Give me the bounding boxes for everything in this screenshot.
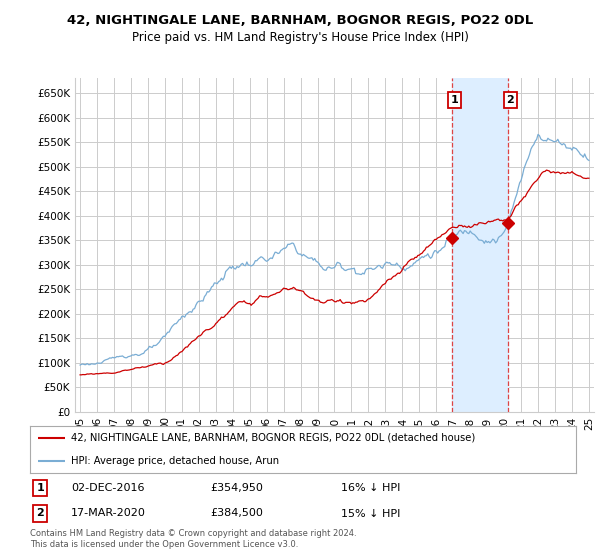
Text: 16% ↓ HPI: 16% ↓ HPI: [341, 483, 401, 493]
Text: £384,500: £384,500: [210, 508, 263, 519]
Text: HPI: Average price, detached house, Arun: HPI: Average price, detached house, Arun: [71, 456, 279, 466]
Text: 17-MAR-2020: 17-MAR-2020: [71, 508, 146, 519]
Text: 02-DEC-2016: 02-DEC-2016: [71, 483, 145, 493]
Text: 15% ↓ HPI: 15% ↓ HPI: [341, 508, 401, 519]
Text: 2: 2: [506, 95, 514, 105]
Text: £354,950: £354,950: [210, 483, 263, 493]
Text: 1: 1: [451, 95, 458, 105]
Text: Price paid vs. HM Land Registry's House Price Index (HPI): Price paid vs. HM Land Registry's House …: [131, 31, 469, 44]
Text: 1: 1: [37, 483, 44, 493]
Text: 42, NIGHTINGALE LANE, BARNHAM, BOGNOR REGIS, PO22 0DL (detached house): 42, NIGHTINGALE LANE, BARNHAM, BOGNOR RE…: [71, 432, 475, 442]
Text: 2: 2: [37, 508, 44, 519]
Text: 42, NIGHTINGALE LANE, BARNHAM, BOGNOR REGIS, PO22 0DL: 42, NIGHTINGALE LANE, BARNHAM, BOGNOR RE…: [67, 14, 533, 27]
Bar: [452, 78, 508, 412]
Text: Contains HM Land Registry data © Crown copyright and database right 2024.
This d: Contains HM Land Registry data © Crown c…: [30, 529, 356, 549]
